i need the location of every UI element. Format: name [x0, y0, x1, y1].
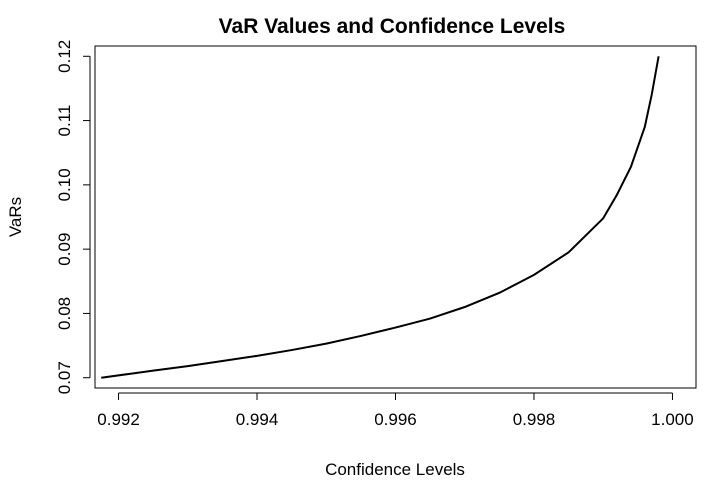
y-tick-label: 0.09 [55, 233, 74, 266]
y-tick-label: 0.11 [55, 105, 74, 137]
series-line [101, 56, 660, 379]
plot-frame [94, 45, 697, 389]
y-tick-label: 0.12 [55, 40, 74, 73]
chart-title: VaR Values and Confidence Levels [219, 15, 566, 38]
y-tick-label: 0.10 [55, 168, 74, 201]
y-axis: 0.07 0.08 0.09 0.10 0.11 0.12 [55, 40, 91, 394]
x-tick-label: 0.998 [513, 410, 556, 429]
x-tick-label: 1.000 [651, 410, 694, 429]
y-tick-label: 0.08 [55, 297, 74, 330]
y-tick-label: 0.07 [55, 361, 74, 394]
x-axis-label: Confidence Levels [325, 460, 465, 479]
x-tick-label: 0.994 [236, 410, 279, 429]
x-axis: 0.992 0.994 0.996 0.998 1.000 [97, 392, 694, 429]
x-tick-label: 0.996 [374, 410, 417, 429]
y-axis-label: VaRs [6, 197, 25, 237]
x-tick-label: 0.992 [97, 410, 140, 429]
